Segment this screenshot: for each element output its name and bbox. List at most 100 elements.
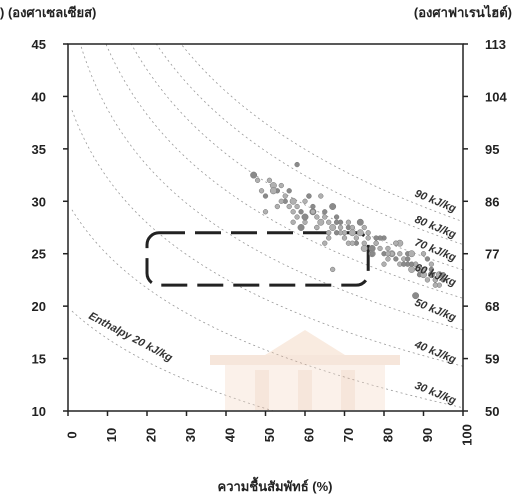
x-tick-label: 0 xyxy=(64,431,79,438)
y-axis-left-title: ) (องศาเซลเซียส) xyxy=(0,5,96,20)
data-point xyxy=(349,240,356,246)
data-point xyxy=(345,219,352,225)
enthalpy-labels: Enthalpy 20 kJ/kg 30 kJ/kg 40 kJ/kg 50 kJ/k… xyxy=(87,188,458,407)
data-point xyxy=(381,261,387,267)
data-point xyxy=(294,161,300,168)
data-point xyxy=(297,224,305,231)
y-left-tick-label: 10 xyxy=(32,404,46,419)
data-point xyxy=(269,187,277,195)
data-point xyxy=(326,219,332,225)
data-point xyxy=(377,245,383,252)
data-point xyxy=(310,203,316,210)
y-right-tick-label: 77 xyxy=(485,247,499,262)
data-point xyxy=(310,209,316,215)
data-point xyxy=(274,203,281,210)
data-point xyxy=(289,197,297,205)
data-point xyxy=(317,218,325,226)
data-point xyxy=(266,177,273,183)
data-point xyxy=(401,261,407,267)
data-point xyxy=(302,219,308,225)
data-point xyxy=(298,209,304,215)
data-point xyxy=(365,235,371,241)
data-point xyxy=(393,256,399,262)
x-tick-label: 30 xyxy=(183,428,198,442)
data-point xyxy=(278,198,284,204)
data-point xyxy=(337,224,344,231)
data-point xyxy=(329,203,337,210)
data-point xyxy=(258,188,265,194)
data-point xyxy=(333,230,340,236)
data-point xyxy=(341,235,348,241)
data-point xyxy=(348,229,356,237)
data-point xyxy=(250,171,258,179)
y-left-tick-label: 20 xyxy=(32,299,46,314)
data-point xyxy=(361,224,367,231)
data-point xyxy=(326,230,332,236)
data-point xyxy=(330,266,336,273)
data-point xyxy=(420,271,427,279)
y-right-tick-label: 113 xyxy=(485,37,506,52)
enthalpy-curve xyxy=(71,209,463,409)
enthalpy-curve xyxy=(105,44,463,299)
enthalpy-curve xyxy=(155,44,463,245)
data-point xyxy=(286,188,292,194)
x-tick-label: 80 xyxy=(380,428,395,442)
y-right-tick-label: 68 xyxy=(485,299,499,314)
data-point xyxy=(254,177,261,183)
y-left-tick-label: 15 xyxy=(32,352,46,367)
data-point xyxy=(301,213,309,221)
data-point xyxy=(318,193,324,199)
data-point xyxy=(262,209,269,215)
data-point xyxy=(322,214,328,220)
data-point xyxy=(329,224,337,231)
y-right-tick-label: 95 xyxy=(485,142,499,157)
plot-frame xyxy=(67,43,464,412)
y-axis-left-ticks: 10 15 20 25 30 35 40 45 xyxy=(32,37,68,419)
data-points xyxy=(250,161,446,300)
data-point xyxy=(337,219,344,225)
data-point xyxy=(322,209,328,215)
data-point xyxy=(428,266,435,273)
data-point xyxy=(314,214,320,220)
data-point xyxy=(290,219,296,225)
enthalpy-curves xyxy=(71,44,463,411)
data-point xyxy=(356,218,364,226)
data-point xyxy=(349,224,356,231)
data-point xyxy=(405,256,411,262)
y-axis-right-title: (องศาฟาเรนไฮต์) xyxy=(414,4,512,20)
data-point xyxy=(294,203,300,210)
x-tick-label: 50 xyxy=(262,428,277,442)
y-left-tick-label: 45 xyxy=(32,37,46,52)
enthalpy-label: Enthalpy 20 kJ/kg xyxy=(87,310,175,364)
data-point xyxy=(424,256,431,262)
y-right-tick-label: 104 xyxy=(485,89,507,104)
data-point xyxy=(290,209,296,215)
data-point xyxy=(326,235,332,241)
y-left-tick-label: 30 xyxy=(32,194,46,209)
y-right-tick-label: 59 xyxy=(485,352,499,367)
data-point xyxy=(369,251,375,257)
x-tick-label: 100 xyxy=(459,424,474,446)
data-point xyxy=(294,214,300,220)
data-point xyxy=(322,240,328,246)
enthalpy-label: 30 kJ/kg xyxy=(413,380,458,407)
y-axis-right-ticks: 50 59 68 77 86 95 104 113 xyxy=(463,37,507,419)
data-point xyxy=(428,261,435,267)
data-point xyxy=(278,182,284,189)
data-point xyxy=(408,250,416,258)
y-right-tick-label: 50 xyxy=(485,404,499,419)
enthalpy-curve xyxy=(71,110,463,367)
data-point xyxy=(412,292,420,300)
y-right-tick-label: 86 xyxy=(485,194,499,209)
data-point xyxy=(373,235,379,241)
data-point xyxy=(397,251,403,257)
data-point xyxy=(393,240,399,246)
x-tick-label: 20 xyxy=(143,428,158,442)
x-tick-label: 10 xyxy=(104,428,119,442)
y-left-tick-label: 25 xyxy=(32,247,46,262)
data-point xyxy=(302,198,308,204)
data-point xyxy=(416,265,423,273)
data-point xyxy=(373,240,379,246)
enthalpy-label: 40 kJ/kg xyxy=(412,338,458,366)
